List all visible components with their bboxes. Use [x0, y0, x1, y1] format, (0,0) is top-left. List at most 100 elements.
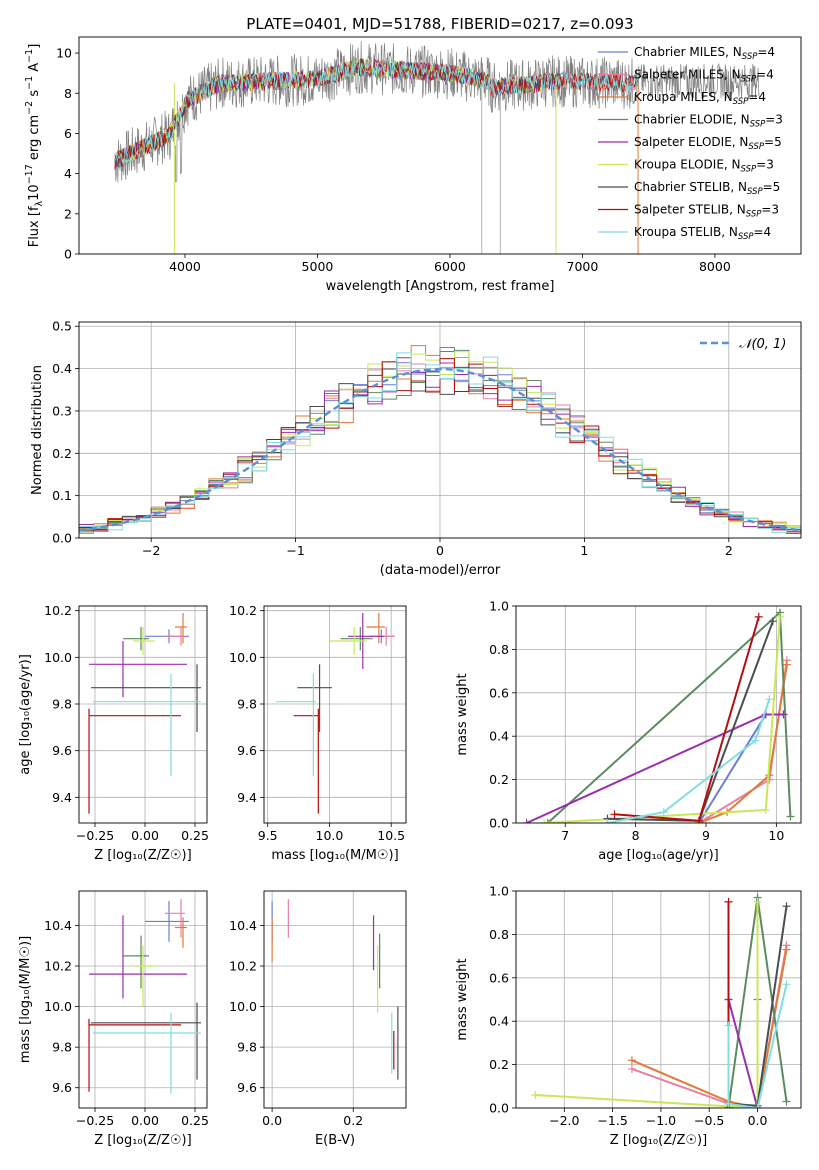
y-tick-label: 0.4	[489, 729, 509, 744]
y-tick-label: 8	[64, 86, 72, 101]
y-tick-label: 10.4	[229, 918, 257, 933]
weight-marker	[782, 945, 791, 954]
y-tick-label: 0.6	[489, 970, 509, 985]
y-tick-label: 9.4	[52, 790, 72, 805]
legend: Chabrier MILES, NSSP=4 Salpeter MILES, NS…	[598, 45, 783, 242]
y-tick-label: 10.0	[44, 650, 72, 665]
x-tick-label: 7	[561, 828, 569, 843]
y-tick-label: 0.0	[52, 531, 72, 546]
y-tick-label: 0.8	[489, 642, 509, 657]
legend-label-salpeter-stelib: Salpeter STELIB, NSSP=3	[634, 203, 779, 220]
y-tick-label: 10.4	[44, 918, 72, 933]
panel-mass_vs_Z: −0.25 0.00 0.25 9.6 9.8 10.0 10.2 10.4 Z [log₁₀(…	[18, 890, 209, 1148]
errorbar-salpeter-miles	[165, 899, 185, 938]
y-tick-label: 9.6	[52, 743, 72, 758]
errorbar-chabrier-elodie	[123, 935, 149, 989]
x-tick-label: 0	[436, 543, 444, 558]
weight-marker	[522, 819, 531, 823]
errorbar-salpeter-miles	[165, 627, 185, 646]
legend-label-gaussian: 𝒩(0, 1)	[739, 337, 786, 352]
panel-spectrum: 4000 5000 6000 7000 8000 0 2 4 6 8 10 wavelength [A…	[24, 36, 802, 294]
legend-label-salpeter-elodie: Salpeter ELODIE, NSSP=5	[634, 135, 782, 152]
errorbar-kroupa-stelib	[93, 673, 201, 777]
weight-marker	[627, 1064, 636, 1073]
y-tick-label: 10.2	[229, 603, 257, 618]
y-tick-label: 9.8	[237, 1040, 257, 1055]
errorbar-salpeter-stelib	[88, 708, 181, 814]
weight-line	[535, 901, 759, 1108]
legend-label-kroupa-stelib: Kroupa STELIB, NSSP=4	[634, 225, 771, 242]
weight-marker	[786, 812, 795, 821]
y-axis-label: Normed distribution	[30, 365, 45, 495]
x-axis-label: E(B-V)	[315, 1133, 355, 1148]
axes-frame	[263, 605, 407, 824]
weight-marker	[694, 816, 703, 823]
weight-series-kroupa-stelib	[603, 695, 774, 823]
axes-frame	[78, 890, 208, 1109]
axes-frame	[78, 321, 802, 539]
weight-marker	[782, 902, 791, 911]
y-tick-label: 10.2	[229, 959, 257, 974]
y-tick-label: 0.5	[52, 319, 72, 334]
y-tick-label: 0.2	[489, 772, 509, 787]
x-tick-label: −2	[142, 543, 160, 558]
weight-marker	[610, 810, 619, 819]
weight-line	[607, 698, 771, 823]
axes-frame	[515, 605, 802, 824]
y-tick-label: 1.0	[489, 884, 509, 899]
errorbar-chabrier-stelib	[91, 1002, 201, 1080]
x-axis-label: Z [log₁₀(Z/Z☉)]	[610, 1133, 707, 1148]
y-tick-label: 4	[64, 166, 72, 181]
axes-frame	[78, 36, 802, 255]
weight-marker	[775, 612, 784, 621]
errorbar-kroupa-miles	[175, 917, 187, 948]
weight-marker	[782, 980, 791, 989]
x-tick-label: −0.5	[694, 1113, 724, 1128]
y-axis-label: mass [log₁₀(M/M☉)]	[18, 936, 33, 1063]
plot-area-weight_vs_Z	[516, 891, 801, 1108]
errorbar-chabrier-stelib	[91, 664, 201, 732]
y-tick-label: 0.8	[489, 927, 509, 942]
weight-marker	[627, 1056, 636, 1065]
y-tick-label: 10.0	[229, 650, 257, 665]
errorbar-salpeter-stelib	[88, 1018, 181, 1092]
weight-line	[698, 664, 788, 823]
y-axis-label: Flux [fλ10−17 erg cm−2 s−1 A−1]	[24, 44, 45, 248]
y-tick-label: 0.3	[52, 403, 72, 418]
weight-marker	[603, 819, 612, 823]
x-tick-label: 9.5	[258, 828, 278, 843]
y-tick-label: 10	[56, 46, 72, 61]
weight-marker	[779, 710, 788, 719]
errorbar-chabrier-miles	[145, 901, 189, 942]
y-tick-label: 9.6	[52, 1080, 72, 1095]
x-tick-label: 0.2	[343, 1113, 363, 1128]
x-tick-label: 5000	[302, 259, 334, 274]
weight-marker	[724, 897, 733, 906]
y-tick-label: 0.4	[489, 1014, 509, 1029]
weight-marker	[761, 805, 770, 814]
plot-area-weight_vs_age	[516, 606, 801, 823]
x-tick-label: 0.00	[131, 828, 159, 843]
x-tick-label: −2.0	[549, 1113, 579, 1128]
weight-marker	[543, 819, 552, 823]
weight-marker	[782, 660, 791, 669]
panel-weight_vs_Z: −2.0 −1.5 −1.0 −0.5 0.0 0.0 0.2 0.4 0.6 0.8 1.0 Z […	[455, 884, 802, 1148]
y-tick-label: 10.0	[44, 999, 72, 1014]
x-tick-label: −1	[286, 543, 304, 558]
y-tick-label: 0.0	[489, 1101, 509, 1116]
y-tick-label: 0.0	[489, 816, 509, 831]
x-tick-label: 7000	[567, 259, 599, 274]
weight-marker	[724, 1021, 733, 1030]
panel-mass_vs_ebv: 0.0 0.2 9.6 9.8 10.0 10.2 10.4 E(B-V)	[229, 890, 407, 1148]
y-axis-label: mass weight	[455, 958, 470, 1040]
plot-area-mass_vs_Z	[79, 891, 207, 1108]
x-tick-label: 1	[580, 543, 588, 558]
weight-marker	[753, 1104, 762, 1108]
x-tick-label: 0.0	[262, 1113, 282, 1128]
panel-age_vs_Z: −0.25 0.00 0.25 9.4 9.6 9.8 10.0 10.2 Z [log₁₀(Z…	[18, 603, 209, 863]
y-tick-label: 0.2	[52, 446, 72, 461]
y-tick-label: 0	[64, 247, 72, 262]
weight-marker	[659, 808, 668, 817]
